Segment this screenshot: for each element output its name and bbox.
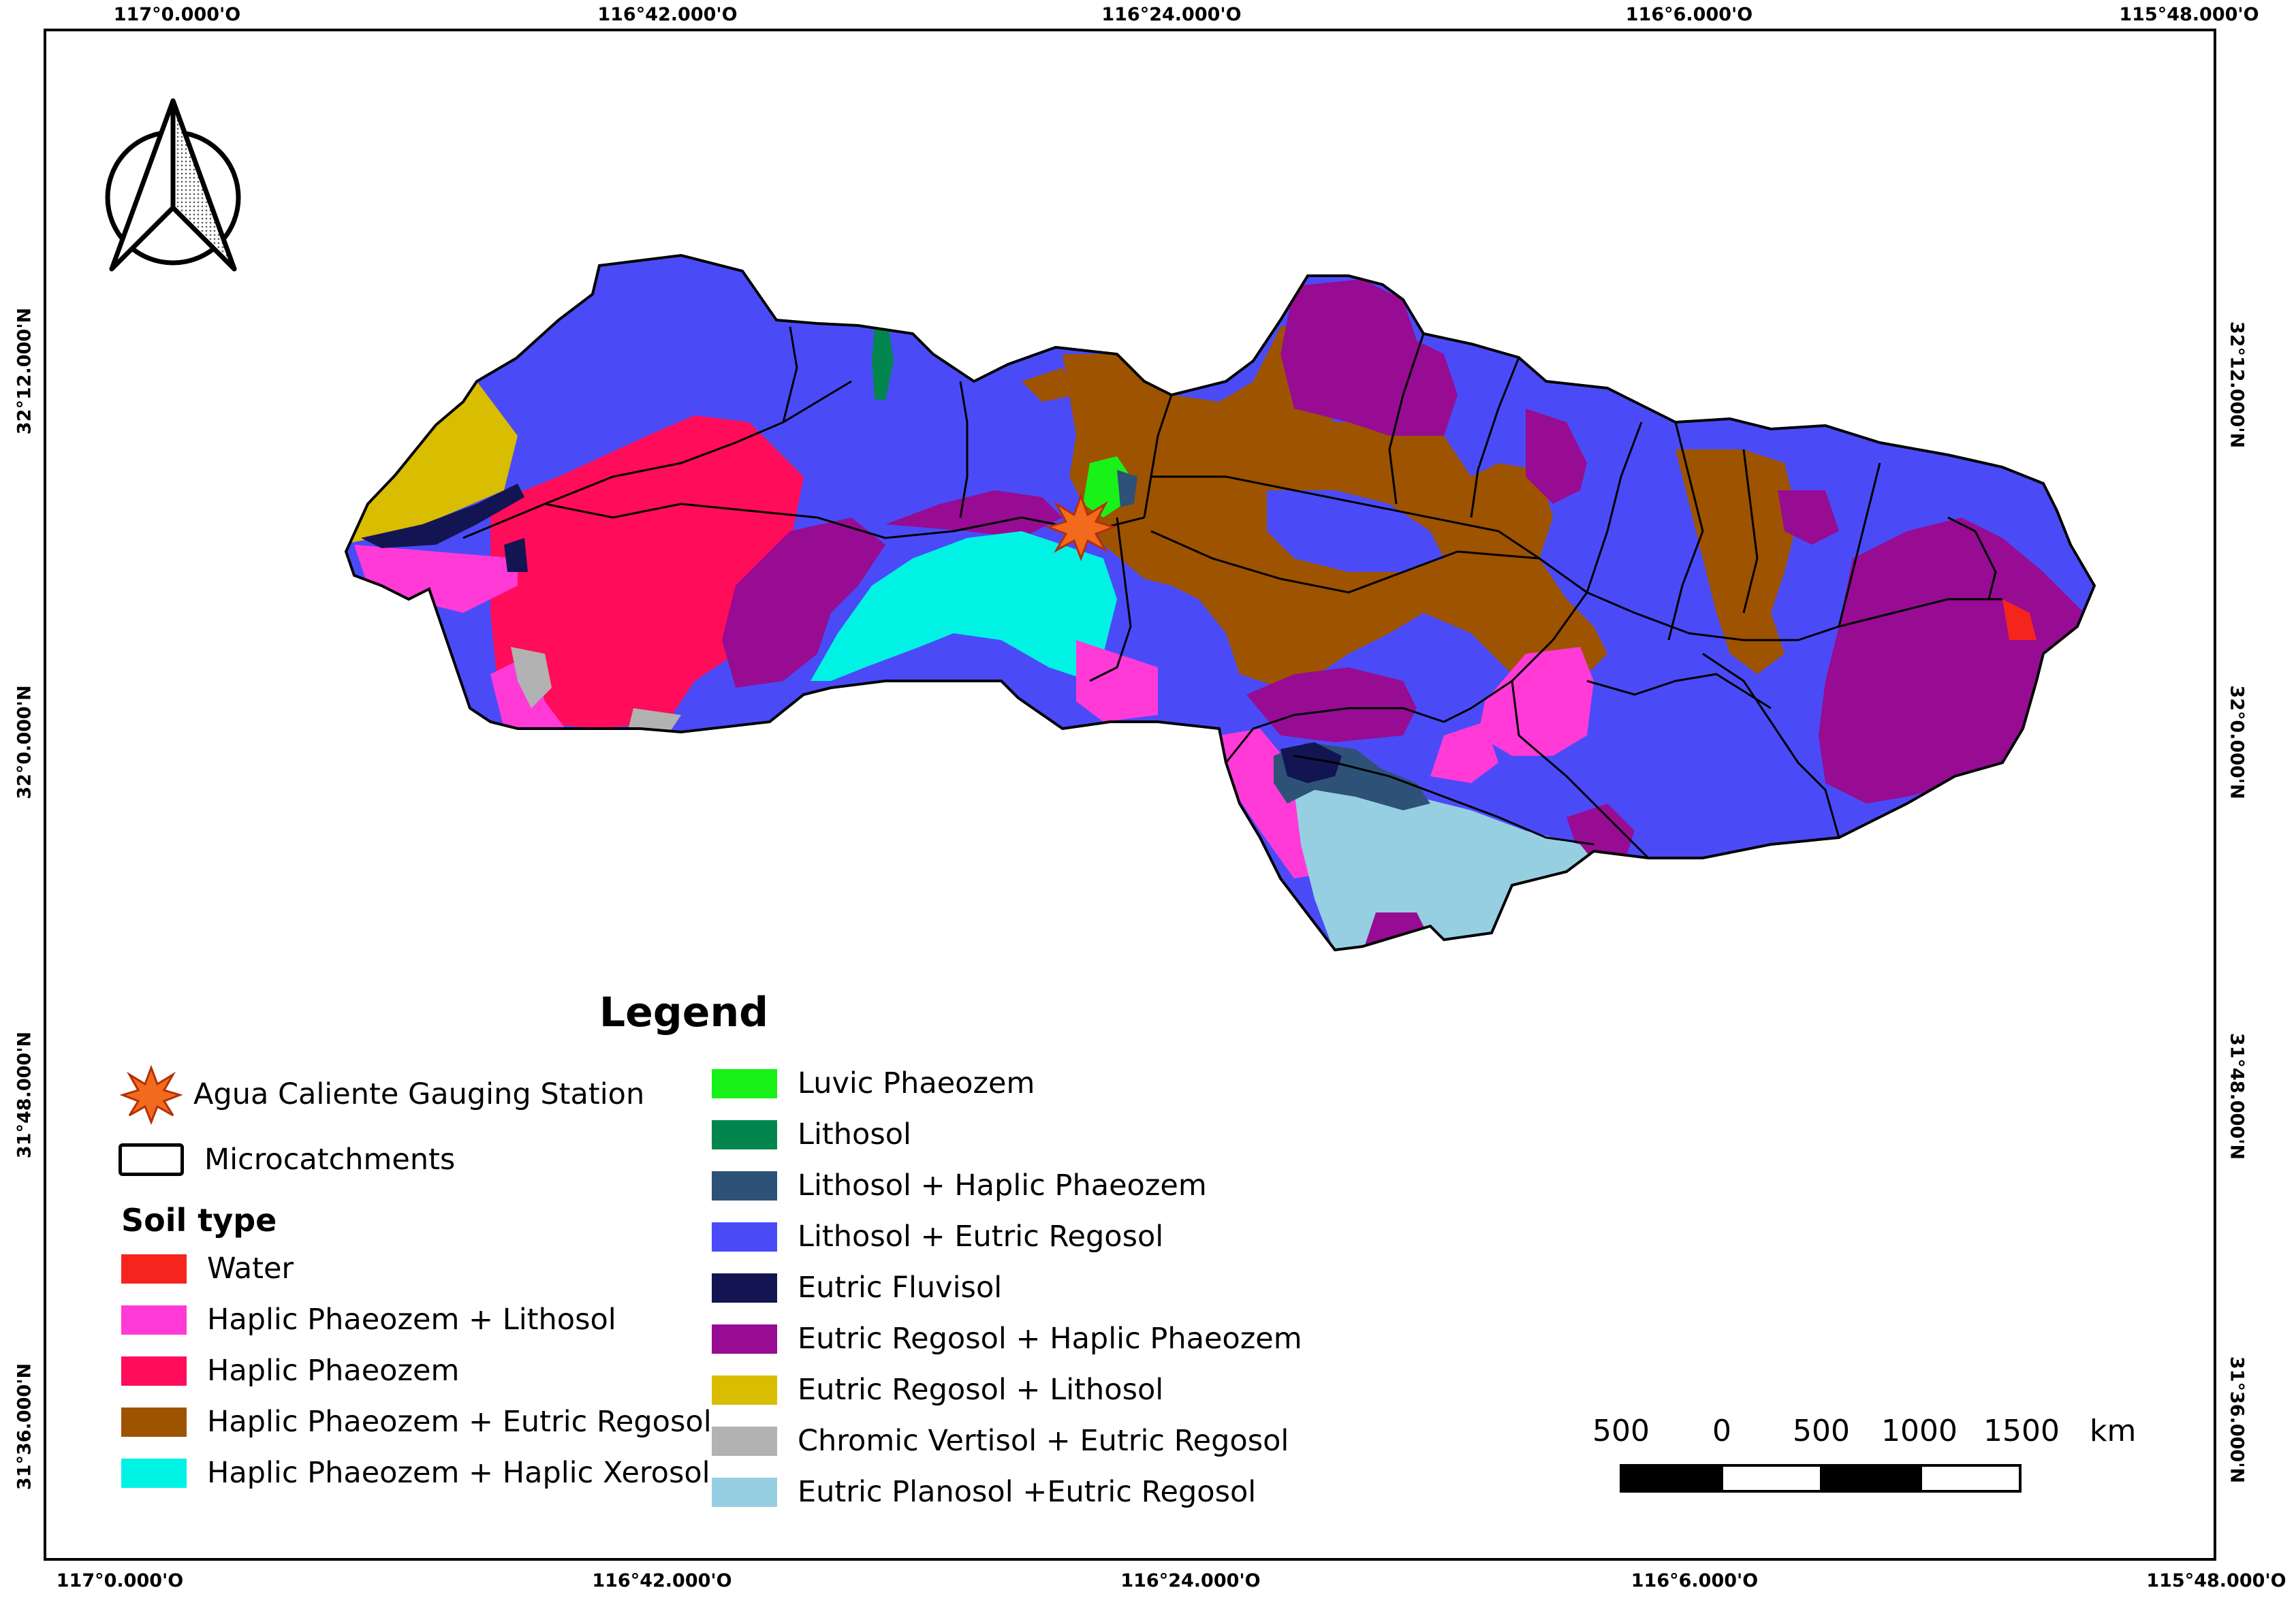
soil-swatch — [121, 1407, 187, 1437]
soil-swatch — [121, 1356, 187, 1386]
microcatchment-boundaries — [462, 326, 2002, 859]
coord-bottom-1: 117°0.000'O — [56, 1570, 184, 1591]
legend-soil-label: Haplic Phaeozem + Haplic Xerosol — [207, 1456, 710, 1490]
coord-top-4: 116°6.000'O — [1625, 4, 1753, 25]
legend-soil-eutric-fluvisol: Eutric Fluvisol — [712, 1271, 1002, 1305]
coord-right-4: 31°36.000'N — [2226, 1356, 2248, 1484]
legend-soil-label: Eutric Fluvisol — [798, 1271, 1003, 1305]
legend-soil-lithosol-eutric-regosol: Lithosol + Eutric Regosol — [712, 1220, 1163, 1254]
coord-left-3: 31°48.000'N — [14, 1031, 35, 1159]
legend-soil-haplic-phaeozem-haplic-xerosol: Haplic Phaeozem + Haplic Xerosol — [121, 1456, 710, 1490]
legend-soil-label: Chromic Vertisol + Eutric Regosol — [798, 1424, 1289, 1458]
soil-swatch — [121, 1254, 187, 1284]
legend-soil-label: Eutric Regosol + Lithosol — [798, 1373, 1164, 1407]
legend-soil-water: Water — [121, 1252, 294, 1286]
coord-top-2: 116°42.000'O — [597, 4, 738, 25]
coord-left-4: 31°36.000'N — [14, 1363, 35, 1491]
soil-swatch — [712, 1119, 777, 1149]
legend-soil-label: Lithosol + Eutric Regosol — [798, 1220, 1164, 1254]
legend-microcatchments-label: Microcatchments — [204, 1143, 456, 1177]
soil-swatch — [712, 1171, 777, 1201]
legend-soil-lithosol: Lithosol — [712, 1117, 911, 1151]
legend-soil-eutric-planosol-eutric-regosol: Eutric Planosol +Eutric Regosol — [712, 1475, 1256, 1509]
scale-unit: km — [2090, 1414, 2137, 1448]
coord-bottom-4: 116°6.000'O — [1631, 1570, 1759, 1591]
legend-soil-lithosol-haplic-phaeozem: Lithosol + Haplic Phaeozem — [712, 1169, 1207, 1203]
legend-soil-label: Haplic Phaeozem — [207, 1354, 460, 1388]
soil-swatch — [712, 1273, 777, 1303]
soil-swatch — [712, 1477, 777, 1507]
legend-soil-luvic-phaeozem: Luvic Phaeozem — [712, 1066, 1035, 1100]
scale-label-1: 500 — [1592, 1414, 1650, 1448]
soil-swatch — [712, 1068, 777, 1098]
microcatchment-swatch — [119, 1143, 184, 1176]
legend-soil-eutric-regosol-lithosol: Eutric Regosol + Lithosol — [712, 1373, 1163, 1407]
coord-top-3: 116°24.000'O — [1101, 4, 1242, 25]
coord-bottom-5: 115°48.000'O — [2146, 1570, 2286, 1591]
legend-soil-label: Haplic Phaeozem + Eutric Regosol — [207, 1405, 712, 1439]
legend-soil-haplic-phaeozem-eutric-regosol: Haplic Phaeozem + Eutric Regosol — [121, 1405, 712, 1439]
legend-soil-label: Luvic Phaeozem — [798, 1066, 1035, 1100]
coord-left-1: 32°12.000'N — [14, 307, 35, 435]
legend-station: Agua Caliente Gauging Station — [193, 1077, 644, 1111]
scale-label-2: 0 — [1712, 1414, 1731, 1448]
coord-top-1: 117°0.000'O — [113, 4, 241, 25]
legend-station-icon — [119, 1064, 183, 1126]
coord-right-1: 32°12.000'N — [2226, 321, 2248, 449]
soil-swatch — [121, 1305, 187, 1335]
basin-outline — [344, 253, 2096, 952]
soil-layer — [346, 255, 2094, 950]
soil-swatch — [712, 1222, 777, 1252]
legend-soil-eutric-regosol-haplic-phaeozem: Eutric Regosol + Haplic Phaeozem — [712, 1322, 1302, 1356]
legend-title: Legend — [599, 989, 769, 1036]
scale-bar — [1620, 1464, 2022, 1493]
legend-soil-label: Lithosol + Haplic Phaeozem — [798, 1169, 1207, 1203]
coord-right-2: 32°0.000'N — [2226, 685, 2248, 799]
legend-soil-label: Eutric Regosol + Haplic Phaeozem — [798, 1322, 1302, 1356]
legend-soil-chromic-vertisol-eutric-regosol: Chromic Vertisol + Eutric Regosol — [712, 1424, 1289, 1458]
legend-soil-haplic-phaeozem-lithosol: Haplic Phaeozem + Lithosol — [121, 1303, 616, 1337]
legend-soil-label: Eutric Planosol +Eutric Regosol — [798, 1475, 1257, 1509]
coord-top-5: 115°48.000'O — [2119, 4, 2259, 25]
legend-station-label: Agua Caliente Gauging Station — [193, 1077, 645, 1111]
legend-soil-haplic-phaeozem: Haplic Phaeozem — [121, 1354, 459, 1388]
map-frame — [44, 29, 2216, 1561]
soil-type-heading: Soil type — [121, 1202, 277, 1239]
soil-swatch — [712, 1375, 777, 1405]
soil-swatch — [712, 1426, 777, 1456]
coord-left-2: 32°0.000'N — [14, 685, 35, 799]
legend-microcatchments: Microcatchments — [119, 1143, 455, 1177]
north-arrow-icon — [105, 98, 241, 272]
scale-label-4: 1000 — [1881, 1414, 1957, 1448]
legend-soil-label: Lithosol — [798, 1117, 911, 1151]
scale-label-3: 500 — [1793, 1414, 1850, 1448]
scale-label-5: 1500 — [1983, 1414, 2060, 1448]
soil-swatch — [121, 1458, 187, 1488]
legend-soil-label: Water — [207, 1252, 294, 1286]
soil-swatch — [712, 1324, 777, 1354]
coord-bottom-3: 116°24.000'O — [1120, 1570, 1261, 1591]
coord-bottom-2: 116°42.000'O — [592, 1570, 732, 1591]
station-marker-icon — [1045, 492, 1117, 562]
coord-right-3: 31°48.000'N — [2226, 1032, 2248, 1160]
legend-soil-label: Haplic Phaeozem + Lithosol — [207, 1303, 616, 1337]
